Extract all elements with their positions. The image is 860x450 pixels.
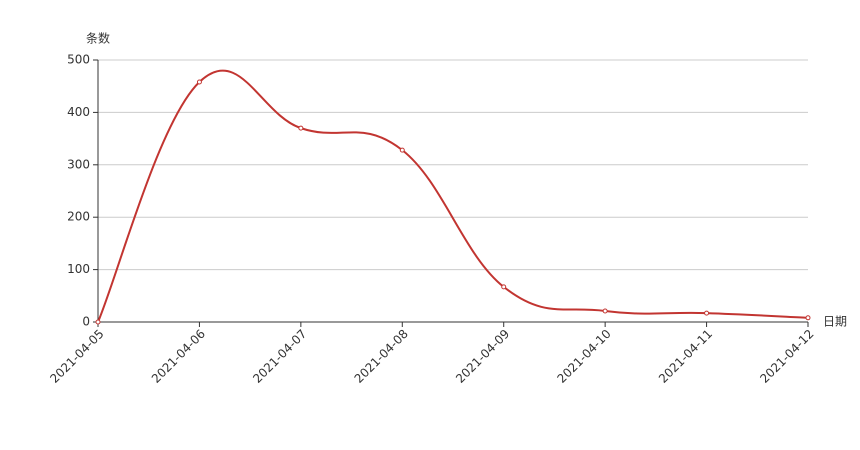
point xyxy=(501,284,507,290)
y-tick-label: 500 xyxy=(67,53,90,67)
point xyxy=(805,315,811,321)
x-tick-label: 2021-04-05 xyxy=(47,327,106,386)
y-axis-name: 条数 xyxy=(86,31,110,46)
y-tick-label: 400 xyxy=(67,105,90,119)
x-axis-name: 日期 xyxy=(823,315,847,329)
point xyxy=(704,310,710,316)
y-tick-label: 100 xyxy=(67,262,90,276)
y-tick-label: 200 xyxy=(67,210,90,224)
point xyxy=(602,308,608,314)
x-tick-label: 2021-04-09 xyxy=(453,327,512,386)
y-tick-label: 300 xyxy=(67,157,90,171)
x-tick-label: 2021-04-10 xyxy=(555,327,614,386)
x-tick-label: 2021-04-07 xyxy=(250,327,309,386)
line xyxy=(97,69,809,323)
x-tick-label: 2021-04-08 xyxy=(352,327,411,386)
point xyxy=(298,125,304,131)
x-tick-label: 2021-04-12 xyxy=(757,327,816,386)
y-tick-label: 0 xyxy=(82,315,90,329)
point xyxy=(196,79,202,85)
point xyxy=(399,147,405,153)
x-tick-label: 2021-04-06 xyxy=(149,327,208,386)
point xyxy=(95,319,101,325)
x-tick-label: 2021-04-11 xyxy=(656,327,715,386)
